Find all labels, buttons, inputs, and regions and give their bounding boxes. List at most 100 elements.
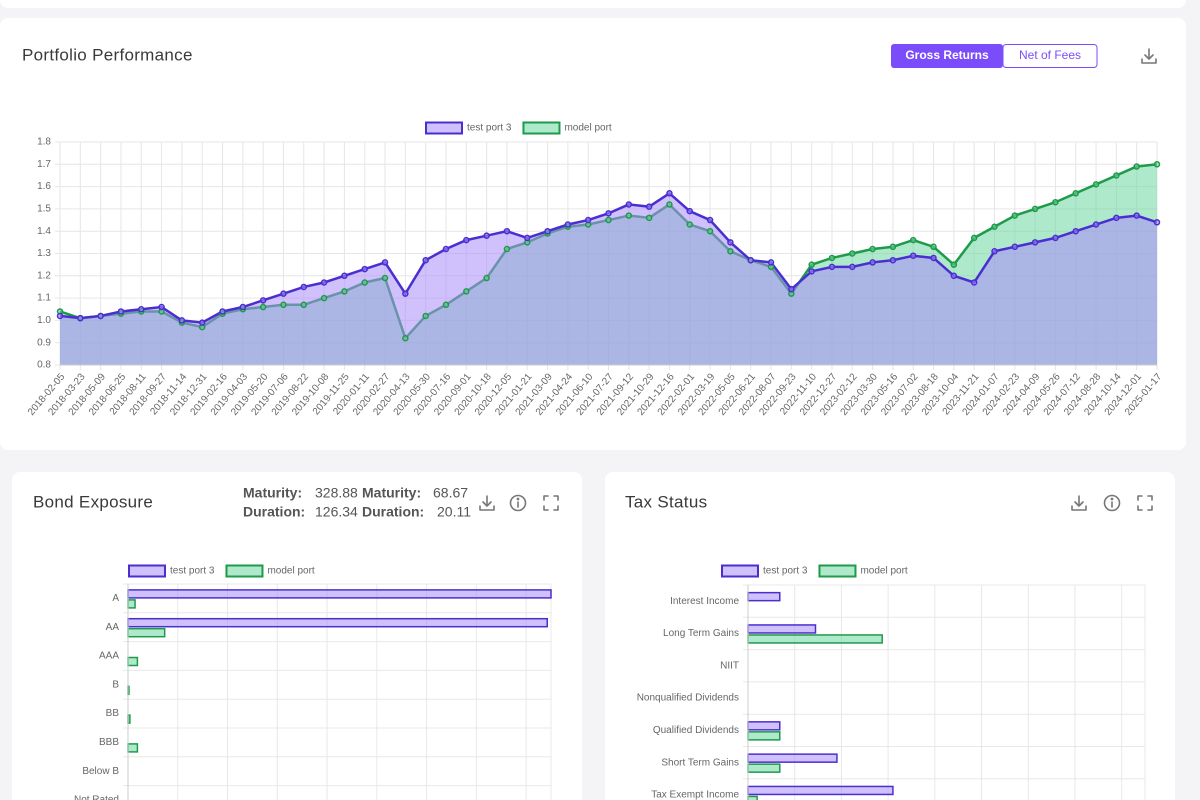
y-tick-label: AAA [99, 651, 119, 662]
point [727, 248, 734, 255]
point [970, 234, 978, 242]
y-tick-label: 1.5 [37, 204, 51, 215]
bar [747, 721, 781, 731]
y-tick-label: BB [106, 708, 120, 719]
point [138, 306, 145, 313]
point [463, 236, 470, 244]
bar [127, 617, 548, 628]
toggle: Gross Returns Net of Fees [891, 44, 1098, 68]
bar [747, 785, 894, 796]
area [60, 193, 1157, 365]
point [706, 216, 714, 224]
bond-card [12, 472, 582, 800]
point [909, 236, 917, 244]
legend-label: model port [267, 566, 314, 577]
point [727, 239, 734, 246]
toggle-inactive[interactable] [1002, 44, 1098, 68]
point [198, 319, 206, 326]
bar [127, 599, 136, 609]
point [1052, 234, 1059, 242]
card-title: Portfolio Performance [22, 45, 193, 64]
bar [747, 624, 817, 634]
point [483, 232, 490, 239]
point [930, 254, 937, 262]
point [991, 248, 998, 255]
legend-label: test port 3 [170, 566, 215, 577]
point [1153, 219, 1161, 226]
y-tick-label: NIIT [720, 660, 739, 671]
bar [747, 731, 781, 741]
y-tick-label: 1.2 [37, 270, 51, 281]
point [808, 261, 815, 268]
point [402, 334, 409, 342]
y-tick-label: 1.0 [37, 315, 51, 326]
point [625, 201, 633, 208]
y-tick-label: 1.6 [37, 181, 51, 192]
bar [127, 656, 139, 667]
point [1113, 172, 1120, 179]
y-tick-label: A [112, 593, 119, 604]
point [1011, 243, 1019, 251]
toggle-active[interactable] [891, 44, 1003, 68]
point [909, 252, 917, 259]
bar [747, 591, 781, 602]
point [442, 245, 450, 253]
point [300, 283, 308, 291]
y-tick-label: Short Term Gains [661, 757, 739, 768]
stat-label: Duration: [362, 504, 424, 520]
legend-swatch [128, 564, 166, 578]
bar [747, 634, 883, 644]
point [686, 207, 694, 215]
point [97, 312, 104, 320]
point [56, 312, 64, 320]
point [483, 274, 490, 282]
legend-label: model port [564, 123, 611, 134]
point [361, 265, 368, 273]
point [950, 261, 958, 268]
y-tick-label: Long Term Gains [663, 628, 739, 639]
point [117, 308, 125, 315]
stat-value: 126.34 [315, 504, 358, 520]
point [1092, 221, 1100, 228]
point [869, 245, 876, 253]
point [503, 245, 511, 253]
y-tick-label: B [112, 679, 119, 690]
toggle-label[interactable]: Gross Returns [905, 48, 989, 62]
point [300, 301, 308, 309]
bar [747, 753, 838, 763]
point [1092, 181, 1100, 188]
point [178, 317, 186, 324]
legend-swatch [818, 564, 857, 578]
point [930, 243, 937, 251]
point [280, 290, 287, 297]
y-tick-label: Not Rated [74, 795, 119, 800]
point [767, 259, 775, 266]
y-tick-label: Nonqualified Dividends [637, 693, 739, 704]
point [422, 312, 429, 320]
toggle-label[interactable]: Net of Fees [1019, 48, 1081, 62]
point [1133, 163, 1140, 170]
point [320, 294, 328, 302]
y-tick-label: AA [106, 622, 120, 633]
point [219, 308, 226, 315]
point [849, 250, 856, 257]
legend-label: test port 3 [763, 566, 808, 577]
y-tick-label: 1.8 [37, 137, 51, 148]
point [625, 212, 633, 219]
point [1113, 214, 1120, 222]
point [1031, 205, 1039, 213]
point [422, 256, 429, 264]
legend-label: model port [860, 566, 907, 577]
point [1011, 212, 1019, 219]
y-tick-label: 1.4 [37, 226, 51, 237]
stat-value: 20.11 [437, 504, 471, 520]
stat-label: Duration: [243, 504, 305, 520]
point [828, 263, 836, 271]
point [341, 272, 348, 280]
legend-swatch [522, 121, 561, 135]
point [442, 301, 450, 309]
legend-swatch [425, 121, 463, 135]
point [991, 223, 998, 230]
point [1153, 161, 1161, 168]
